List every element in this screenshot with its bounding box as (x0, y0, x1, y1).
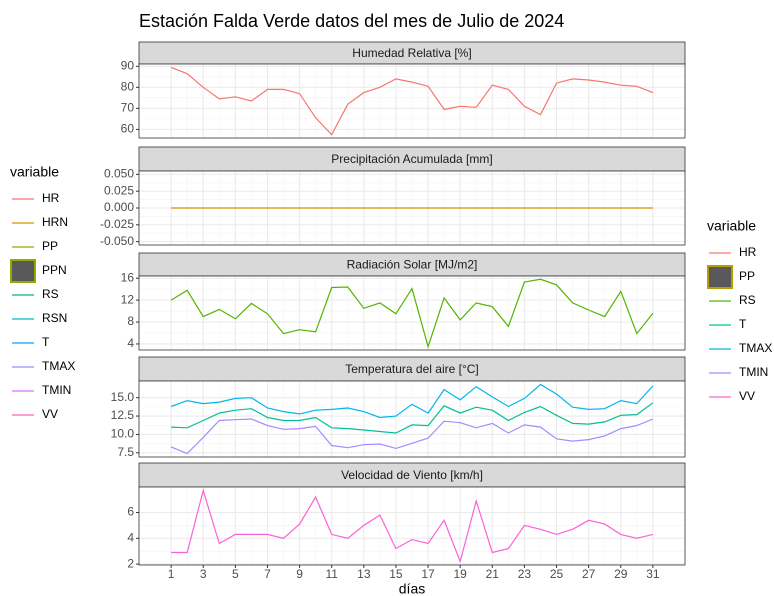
y-tick-label: 0.000 (104, 200, 134, 214)
x-tick-label: 31 (646, 567, 660, 581)
data-line (171, 488, 654, 564)
x-tick-label: 13 (357, 567, 371, 581)
panel-title: Temperatura del aire [°C] (345, 362, 479, 376)
legend-label: TMIN (42, 383, 71, 397)
x-tick-label: 9 (296, 567, 303, 581)
legend-label: VV (42, 407, 58, 421)
legend-label: HR (42, 191, 60, 205)
panel-title: Precipitación Acumulada [mm] (331, 152, 492, 166)
legend-label: PP (739, 269, 755, 283)
legend-label: PPN (42, 263, 67, 277)
x-tick-label: 21 (486, 567, 500, 581)
y-tick-label: 12 (121, 292, 135, 306)
data-line (170, 418, 654, 455)
x-tick-label: 3 (200, 567, 207, 581)
y-tick-label: 70 (121, 101, 135, 115)
x-tick-label: 1 (168, 567, 175, 581)
data-line (170, 66, 654, 136)
legend-label: TMAX (42, 359, 75, 373)
y-tick-label: 4 (127, 530, 134, 544)
legend-label: VV (739, 389, 755, 403)
panel-border (138, 170, 686, 246)
y-tick-label: 10.0 (111, 427, 135, 441)
x-tick-label: 27 (582, 567, 596, 581)
y-tick-label: 80 (121, 80, 135, 94)
legend-label: T (739, 317, 747, 331)
legend-key (707, 265, 733, 289)
y-tick-label: 12.5 (111, 408, 135, 422)
panel-border (138, 63, 686, 139)
x-tick-label: 15 (389, 567, 403, 581)
y-tick-label: 6 (127, 505, 134, 519)
legend-label: RS (42, 287, 59, 301)
legend-label: RSN (42, 311, 67, 325)
x-tick-label: 11 (325, 567, 338, 581)
data-line (170, 383, 654, 419)
legend-label: HR (739, 245, 757, 259)
y-tick-label: 90 (121, 58, 135, 72)
x-tick-label: 5 (232, 567, 239, 581)
x-tick-label: 19 (453, 567, 467, 581)
strip (138, 146, 686, 172)
strip (138, 356, 686, 382)
panel-title: Radiación Solar [MJ/m2] (347, 258, 478, 272)
x-tick-label: 7 (264, 567, 271, 581)
panel-border (138, 275, 686, 351)
data-line (170, 278, 654, 349)
legend-label: HRN (42, 215, 68, 229)
y-tick-label: 7.5 (117, 445, 134, 459)
y-tick-label: -0.050 (100, 234, 134, 248)
y-tick-label: 15.0 (111, 390, 135, 404)
legend-key (10, 259, 36, 283)
panel-border (138, 486, 686, 566)
y-tick-label: 2 (127, 556, 134, 570)
x-axis-label: días (399, 581, 425, 596)
legend-title: variable (10, 164, 59, 180)
panel-title: Humedad Relativa [%] (352, 46, 471, 60)
y-tick-label: 0.025 (104, 183, 134, 197)
legend-label: T (42, 335, 50, 349)
x-tick-label: 17 (421, 567, 435, 581)
y-tick-label: 8 (127, 314, 134, 328)
panel-title: Velocidad de Viento [km/h] (341, 468, 483, 482)
x-tick-label: 29 (614, 567, 628, 581)
y-tick-label: 0.050 (104, 167, 134, 181)
legend-label: PP (42, 239, 58, 253)
x-tick-label: 25 (550, 567, 564, 581)
y-tick-label: -0.025 (100, 217, 134, 231)
y-tick-label: 4 (127, 336, 134, 350)
y-tick-label: 60 (121, 122, 135, 136)
y-tick-label: 16 (121, 270, 135, 284)
legend-title: variable (707, 218, 756, 234)
panel-border (138, 380, 686, 458)
data-line (171, 402, 654, 434)
legend-label: RS (739, 293, 756, 307)
legend-label: TMAX (739, 341, 772, 355)
legend-label: TMIN (739, 365, 768, 379)
chart-title: Estación Falda Verde datos del mes de Ju… (139, 11, 564, 31)
x-tick-label: 23 (518, 567, 532, 581)
